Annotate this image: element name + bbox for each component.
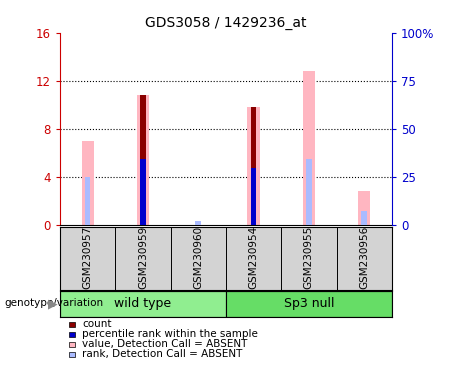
Text: ▶: ▶: [48, 297, 58, 310]
Bar: [85, 177, 90, 225]
Bar: [60, 291, 226, 317]
Bar: [358, 191, 370, 225]
Text: wild type: wild type: [114, 297, 171, 310]
Text: GSM230955: GSM230955: [304, 225, 314, 289]
Text: GSM230960: GSM230960: [193, 225, 203, 288]
Bar: [226, 291, 392, 317]
Bar: [195, 221, 201, 225]
Bar: [306, 159, 312, 225]
Bar: [137, 95, 149, 225]
Text: Sp3 null: Sp3 null: [284, 297, 334, 310]
Text: rank, Detection Call = ABSENT: rank, Detection Call = ABSENT: [82, 349, 242, 359]
Text: GSM230956: GSM230956: [359, 225, 369, 289]
Bar: [140, 159, 146, 225]
Text: percentile rank within the sample: percentile rank within the sample: [82, 329, 258, 339]
Text: count: count: [82, 319, 112, 329]
Bar: [361, 212, 367, 225]
Text: value, Detection Call = ABSENT: value, Detection Call = ABSENT: [82, 339, 248, 349]
Text: genotype/variation: genotype/variation: [5, 298, 104, 308]
Text: GSM230959: GSM230959: [138, 225, 148, 289]
Bar: [251, 168, 256, 225]
Bar: [140, 95, 146, 225]
Bar: [82, 141, 94, 225]
Bar: [303, 71, 315, 225]
Bar: [251, 107, 256, 225]
Bar: [248, 107, 260, 225]
Bar: [140, 159, 146, 225]
Text: GSM230954: GSM230954: [248, 225, 259, 289]
Bar: [251, 168, 256, 225]
Title: GDS3058 / 1429236_at: GDS3058 / 1429236_at: [145, 16, 307, 30]
Text: GSM230957: GSM230957: [83, 225, 93, 289]
